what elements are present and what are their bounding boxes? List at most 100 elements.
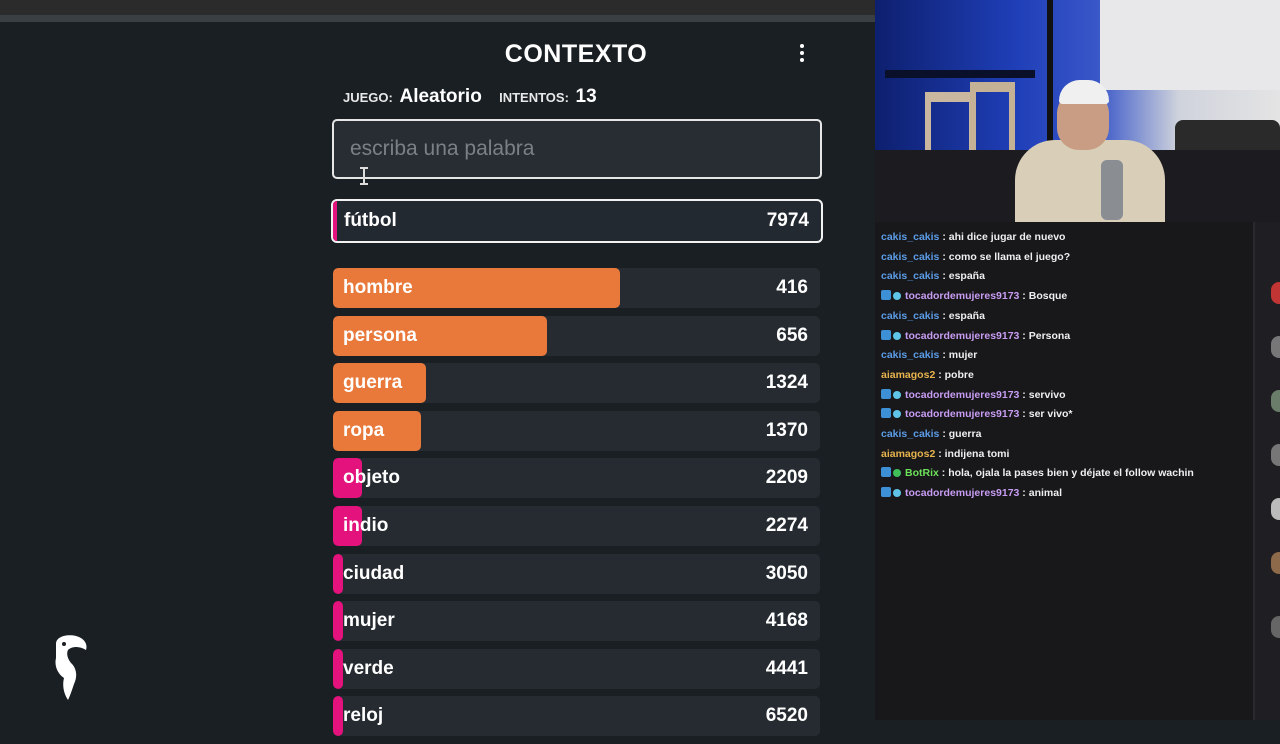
- guess-word: reloj: [343, 705, 384, 727]
- chat-separator: :: [939, 231, 949, 243]
- chat-text: servivo: [1028, 388, 1066, 401]
- chat-separator: :: [1019, 290, 1029, 303]
- verified-badge-icon[interactable]: [893, 469, 901, 478]
- guess-list: hombre 416 persona 656 guerra 1324 ropa 1370 obj…: [333, 268, 820, 744]
- gem-badge-icon[interactable]: [893, 331, 901, 340]
- chat-separator: :: [938, 467, 949, 480]
- chat-message: tocadordemujeres9173 : Bosque: [881, 289, 1067, 303]
- chat-username[interactable]: tocadordemujeres9173: [905, 408, 1020, 421]
- guess-closeness-bar: [333, 315, 548, 356]
- stream-chat: cakis_cakis : ahi dice jugar de nuevo cak…: [875, 222, 1255, 720]
- gem-badge-icon[interactable]: [893, 489, 901, 498]
- chat-message: cakis_cakis : como se llama el juego?: [881, 250, 1070, 264]
- channel-avatar[interactable]: [1271, 336, 1280, 358]
- chat-message: aiamagos2 : pobre: [881, 368, 974, 382]
- guess-row: indio 2274: [333, 505, 820, 546]
- chat-text: Persona: [1028, 329, 1071, 342]
- chat-username[interactable]: cakis_cakis: [881, 250, 940, 263]
- text-cursor-icon: [360, 167, 368, 185]
- guess-row: ciudad 3050: [333, 553, 820, 594]
- game-info: JUEGO: Aleatorio INTENTOS: 13: [343, 86, 597, 108]
- guess-word: objeto: [343, 467, 400, 489]
- chat-username[interactable]: cakis_cakis: [881, 428, 940, 440]
- chat-text: animal: [1028, 487, 1062, 500]
- prime-badge-icon[interactable]: [881, 290, 891, 301]
- chat-text: ser vivo*: [1028, 408, 1073, 421]
- chat-message: cakis_cakis : mujer: [881, 348, 977, 362]
- chat-message: cakis_cakis : españa: [881, 269, 985, 283]
- chat-username[interactable]: tocadordemujeres9173: [905, 329, 1020, 342]
- guess-rank: 656: [776, 324, 808, 346]
- prime-badge-icon[interactable]: [881, 388, 891, 399]
- guess-row: verde 4441: [333, 648, 820, 689]
- guess-rank: 1370: [765, 419, 808, 441]
- guess-closeness-bar: [333, 268, 621, 308]
- prime-badge-icon[interactable]: [881, 467, 891, 478]
- chat-text: pobre: [944, 368, 974, 381]
- gem-badge-icon[interactable]: [893, 410, 901, 419]
- chat-username[interactable]: tocadordemujeres9173: [905, 388, 1020, 401]
- chat-separator: :: [939, 349, 949, 362]
- channel-avatar[interactable]: [1271, 498, 1280, 520]
- guess-word: verde: [343, 657, 394, 679]
- guess-row: reloj 6520: [333, 696, 820, 737]
- chat-text: hola, ojala la pases bien y déjate el fo…: [948, 467, 1194, 480]
- chat-username[interactable]: aiamagos2: [881, 447, 936, 460]
- guess-closeness-bar: [333, 553, 343, 594]
- guess-rank: 1324: [765, 372, 808, 394]
- chat-username[interactable]: cakis_cakis: [881, 349, 940, 362]
- guess-row: ropa 1370: [333, 410, 820, 451]
- chat-message: tocadordemujeres9173 : animal: [881, 486, 1062, 500]
- intentos-label: INTENTOS:: [499, 90, 569, 105]
- guess-row: hombre 416: [333, 268, 820, 308]
- chat-username[interactable]: aiamagos2: [881, 368, 936, 381]
- guess-word: ciudad: [343, 562, 405, 584]
- guess-rank: 4441: [765, 657, 808, 679]
- current-guess-row: fútbol 7974: [331, 199, 823, 243]
- chat-username[interactable]: BotRix: [905, 467, 939, 480]
- prime-badge-icon[interactable]: [881, 487, 891, 498]
- chat-text: españa: [948, 309, 985, 322]
- guess-rank: 2274: [765, 514, 808, 536]
- channel-avatar[interactable]: [1271, 444, 1280, 466]
- chat-username[interactable]: cakis_cakis: [881, 231, 940, 243]
- guess-word: hombre: [343, 277, 413, 298]
- chat-username[interactable]: cakis_cakis: [881, 270, 940, 283]
- guess-closeness-bar: [333, 410, 421, 451]
- guess-rank: 416: [776, 277, 808, 298]
- chat-text: mujer: [948, 349, 978, 362]
- chat-separator: :: [935, 447, 945, 460]
- word-input[interactable]: [332, 119, 822, 179]
- webcam-feed: [875, 0, 1280, 222]
- channel-avatar[interactable]: [1271, 616, 1280, 638]
- guess-row: objeto 2209: [333, 458, 820, 499]
- chat-separator: :: [1019, 487, 1029, 500]
- chat-message: cakis_cakis : guerra: [881, 427, 981, 441]
- channel-avatar[interactable]: [1271, 552, 1280, 574]
- contexto-game: CONTEXTO JUEGO: Aleatorio INTENTOS: 13 f…: [0, 22, 875, 737]
- chat-username[interactable]: cakis_cakis: [881, 309, 940, 322]
- chat-message: tocadordemujeres9173 : Persona: [881, 329, 1070, 343]
- chat-text: guerra: [948, 428, 982, 440]
- prime-badge-icon[interactable]: [881, 329, 891, 340]
- chat-separator: :: [1019, 329, 1029, 342]
- guess-word: persona: [343, 324, 417, 346]
- guess-rank: 3050: [765, 562, 808, 584]
- chat-message: BotRix : hola, ojala la pases bien y déj…: [881, 466, 1194, 480]
- guess-closeness-bar: [333, 648, 343, 689]
- browser-top-bar: [0, 0, 875, 15]
- chat-separator: :: [935, 368, 945, 381]
- chat-separator: :: [1019, 388, 1029, 401]
- chat-message: cakis_cakis : ahi dice jugar de nuevo: [881, 230, 1065, 244]
- channel-avatar[interactable]: [1271, 282, 1280, 304]
- guess-closeness-bar: [333, 363, 426, 404]
- kebab-menu-icon[interactable]: [795, 44, 809, 66]
- channel-avatar[interactable]: [1271, 390, 1280, 412]
- chat-username[interactable]: tocadordemujeres9173: [905, 290, 1020, 303]
- guess-word: guerra: [343, 372, 403, 394]
- gem-badge-icon[interactable]: [893, 390, 901, 399]
- gem-badge-icon[interactable]: [893, 292, 901, 301]
- prime-badge-icon[interactable]: [881, 408, 891, 419]
- intentos-value: 13: [575, 86, 597, 107]
- chat-username[interactable]: tocadordemujeres9173: [905, 487, 1020, 500]
